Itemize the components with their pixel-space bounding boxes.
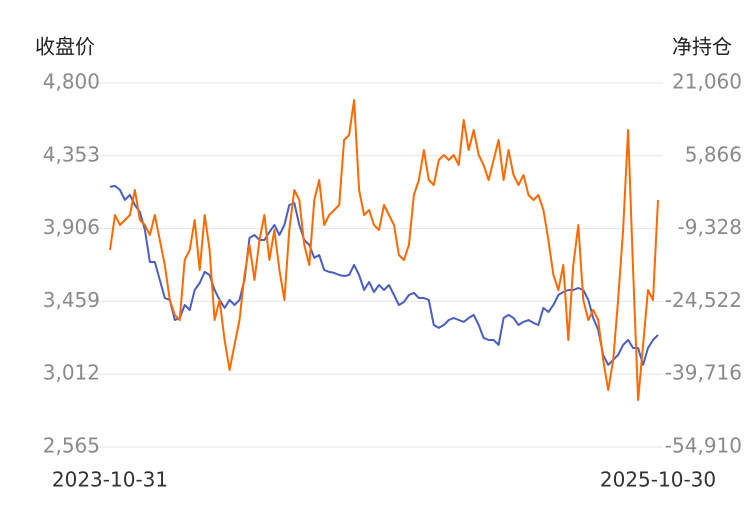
y-tick-label: 4,800 bbox=[43, 70, 100, 94]
y2-axis-title: 净持仓 bbox=[672, 35, 732, 59]
y-axis-title: 收盘价 bbox=[35, 35, 95, 59]
y-tick-label: 2,565 bbox=[43, 434, 100, 458]
x-tick-label: 2023-10-31 bbox=[52, 468, 168, 492]
y2-tick-label: -9,328 bbox=[678, 215, 742, 239]
y2-tick-label: -24,522 bbox=[665, 288, 742, 312]
y2-tick-label: 5,866 bbox=[685, 142, 742, 166]
series-line bbox=[109, 184, 659, 366]
series-line bbox=[109, 99, 659, 401]
y-tick-label: 3,012 bbox=[43, 361, 100, 385]
y2-tick-label: -39,716 bbox=[665, 361, 742, 385]
y-tick-label: 3,459 bbox=[43, 288, 100, 312]
y-tick-label: 3,906 bbox=[43, 215, 100, 239]
y2-tick-label: 21,060 bbox=[672, 70, 742, 94]
y-tick-label: 4,353 bbox=[43, 142, 100, 166]
y2-tick-label: -54,910 bbox=[665, 434, 742, 458]
x-tick-label: 2025-10-30 bbox=[600, 468, 716, 492]
